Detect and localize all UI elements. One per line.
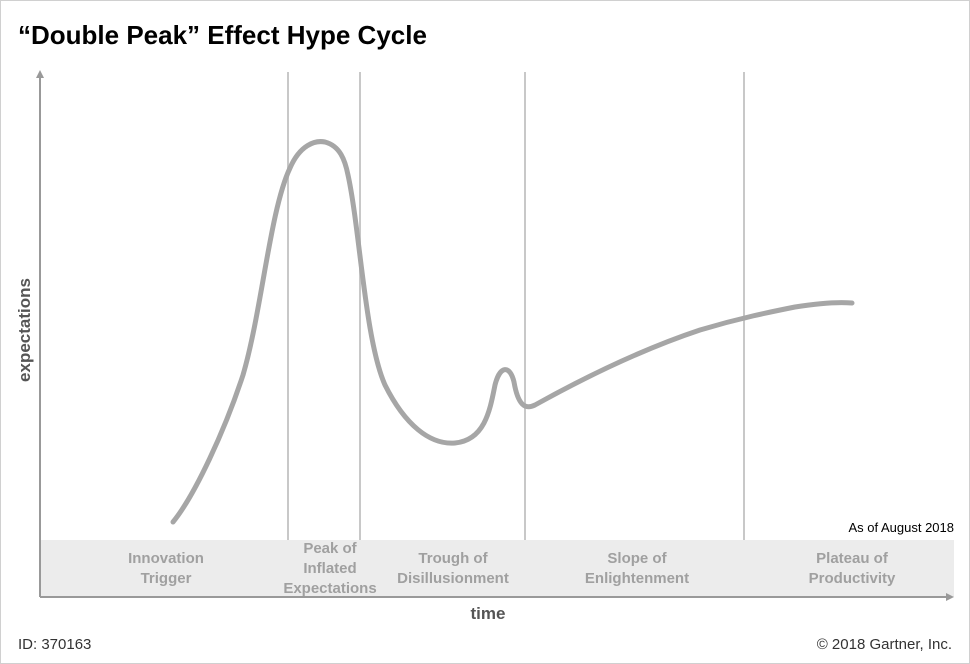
phase-label: Slope of bbox=[607, 550, 667, 567]
phase-labels: Innovation Trigger Peak of Inflated Expectat… bbox=[128, 540, 896, 597]
phase-label: Expectations bbox=[283, 580, 376, 597]
phase-band bbox=[40, 540, 954, 597]
hype-curve bbox=[170, 139, 855, 525]
x-arrow bbox=[946, 593, 954, 601]
copyright: © 2018 Gartner, Inc. bbox=[817, 636, 952, 653]
phase-label: Inflated bbox=[303, 560, 356, 577]
phase-dividers bbox=[287, 72, 745, 540]
phase-label: Innovation bbox=[128, 550, 204, 567]
phase-label: Productivity bbox=[809, 570, 896, 587]
y-axis-label: expectations bbox=[15, 278, 34, 382]
phase-label: Disillusionment bbox=[397, 570, 509, 587]
y-arrow bbox=[36, 70, 44, 78]
phase-label: Plateau of bbox=[816, 550, 889, 567]
title: “Double Peak” Effect Hype Cycle bbox=[18, 20, 427, 50]
as-of: As of August 2018 bbox=[848, 520, 954, 535]
phase-label: Enlightenment bbox=[585, 570, 689, 587]
phase-label: Trigger bbox=[141, 570, 192, 587]
x-axis-label: time bbox=[471, 604, 506, 623]
document-id: ID: 370163 bbox=[18, 636, 91, 653]
phase-label: Trough of bbox=[418, 550, 488, 567]
phase-label: Peak of bbox=[303, 540, 357, 557]
axes bbox=[36, 70, 954, 601]
